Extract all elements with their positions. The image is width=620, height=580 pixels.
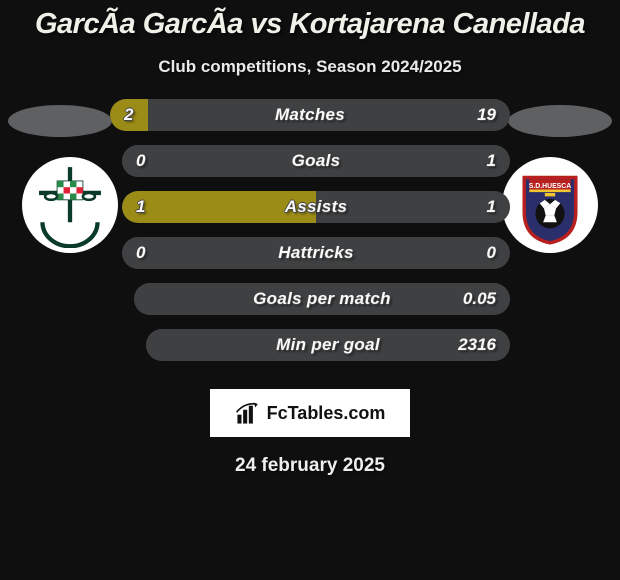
stat-value-right: 1	[487, 145, 496, 177]
page-subtitle: Club competitions, Season 2024/2025	[0, 57, 620, 77]
stat-row: Hattricks0 0	[122, 237, 510, 269]
stat-row: Assists1 1	[122, 191, 510, 223]
right-flag-oval	[508, 105, 612, 137]
stat-value-left: 0	[136, 237, 145, 269]
stat-label: Assists	[122, 191, 510, 223]
stat-row: Matches2 19	[110, 99, 510, 131]
stat-value-right: 0.05	[463, 283, 496, 315]
stat-value-right: 0	[487, 237, 496, 269]
left-flag-oval	[8, 105, 112, 137]
comparison-date: 24 february 2025	[0, 455, 620, 477]
comparison-panel: S.D.HUESCA Matches219Goals01Assists11Hat…	[0, 99, 620, 379]
stat-value-left: 1	[136, 191, 145, 223]
crest-right-svg: S.D.HUESCA	[507, 162, 593, 248]
stat-label: Hattricks	[122, 237, 510, 269]
stat-value-left: 0	[136, 145, 145, 177]
stat-row: Min per goal2316	[146, 329, 510, 361]
stat-value-right: 19	[477, 99, 496, 131]
fctables-logo-icon	[235, 400, 261, 426]
stat-row: Goals per match0.05	[134, 283, 510, 315]
attribution-text: FcTables.com	[267, 403, 386, 424]
attribution-badge: FcTables.com	[210, 389, 410, 437]
stat-label: Goals	[122, 145, 510, 177]
stat-label: Goals per match	[134, 283, 510, 315]
stat-value-right: 1	[487, 191, 496, 223]
svg-text:S.D.HUESCA: S.D.HUESCA	[529, 183, 571, 190]
crest-left-svg	[27, 162, 113, 248]
stat-label: Matches	[110, 99, 510, 131]
stat-value-left: 2	[124, 99, 133, 131]
stat-value-right: 2316	[458, 329, 496, 361]
page-title: GarcÃa GarcÃa vs Kortajarena Canellada	[0, 0, 620, 41]
stat-label: Min per goal	[146, 329, 510, 361]
stat-row: Goals0 1	[122, 145, 510, 177]
right-team-crest: S.D.HUESCA	[502, 157, 598, 253]
left-team-crest	[22, 157, 118, 253]
stat-bars: Matches219Goals01Assists11Hattricks00Goa…	[110, 99, 510, 375]
